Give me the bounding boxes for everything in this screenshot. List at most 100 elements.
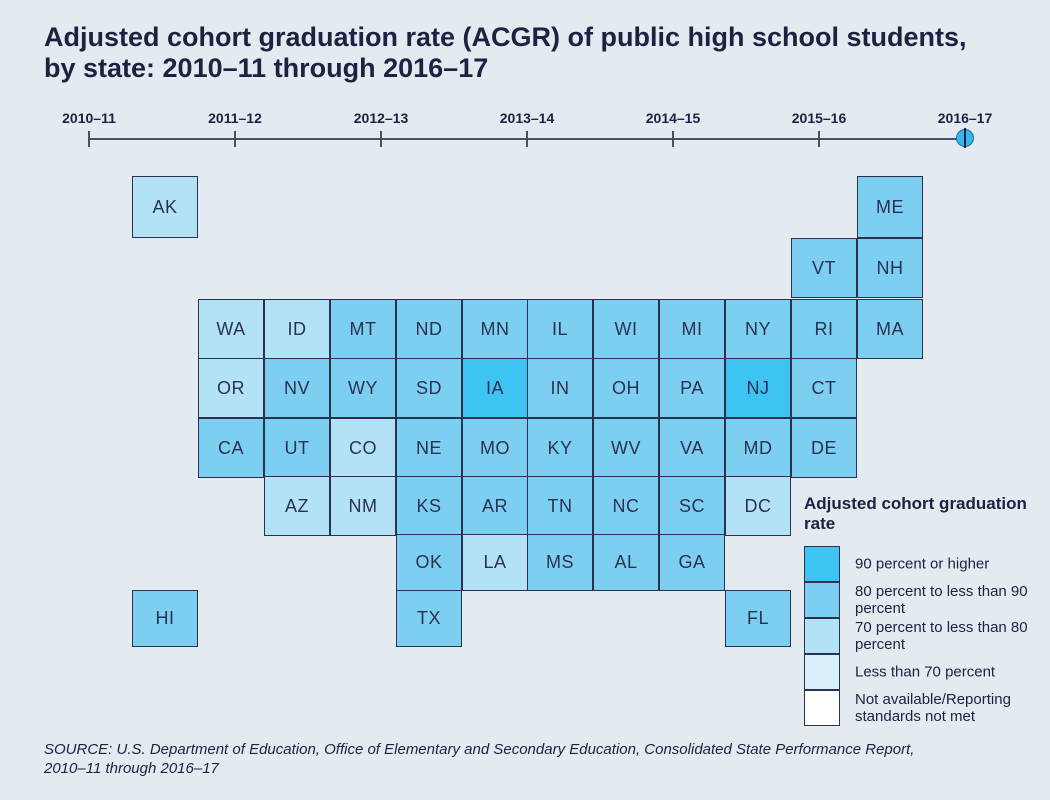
state-tile-sd[interactable]: SD [396,358,462,418]
state-label: IL [551,318,568,339]
state-label: AZ [284,495,309,516]
state-tile-ar[interactable]: AR [462,476,528,536]
timeline-tick[interactable] [672,131,674,147]
state-label: NY [744,318,771,339]
state-tile-wy[interactable]: WY [330,358,396,418]
state-label: OK [415,552,443,572]
state-label: IN [550,377,570,398]
state-label: MD [743,437,773,458]
state-label: ID [287,318,307,339]
state-tile-nv[interactable]: NV [264,358,330,418]
state-label: CO [349,437,377,458]
state-label: DC [744,495,772,516]
state-label: OR [217,377,245,398]
state-tile-il[interactable]: IL [527,299,593,359]
state-tile-wv[interactable]: WV [593,418,659,478]
state-tile-ms[interactable]: MS [527,534,593,591]
state-tile-nc[interactable]: NC [593,476,659,536]
state-tile-nm[interactable]: NM [330,476,396,536]
state-label: RI [814,318,834,339]
state-label: TX [416,608,441,628]
state-tile-wa[interactable]: WA [198,299,264,359]
state-label: CT [811,377,837,398]
state-tile-ct[interactable]: CT [791,358,857,418]
state-tile-hi[interactable]: HI [132,590,198,647]
state-tile-nd[interactable]: ND [396,299,462,359]
timeline-year-label[interactable]: 2010–11 [62,110,116,126]
state-tile-ky[interactable]: KY [527,418,593,478]
state-tile-oh[interactable]: OH [593,358,659,418]
state-label: MA [876,318,904,339]
state-label: ME [876,196,904,217]
state-tile-md[interactable]: MD [725,418,791,478]
state-label: CA [217,437,244,458]
state-tile-tx[interactable]: TX [396,590,462,647]
state-tile-la[interactable]: LA [462,534,528,591]
year-timeline[interactable]: 2010–11 2011–12 2012–13 2013–14 2014–15 2015–… [0,100,1050,160]
state-tile-ak[interactable]: AK [132,176,198,238]
state-tile-ia[interactable]: IA [462,358,528,418]
chart-title: Adjusted cohort graduation rate (ACGR) o… [44,22,967,83]
timeline-handle[interactable] [956,128,974,148]
state-tile-fl[interactable]: FL [725,590,791,647]
state-label: KY [547,437,573,458]
state-label: TN [547,495,573,516]
state-tile-tn[interactable]: TN [527,476,593,536]
state-tile-ne[interactable]: NE [396,418,462,478]
legend-swatch [804,582,840,618]
legend-swatch [804,690,840,726]
state-tile-az[interactable]: AZ [264,476,330,536]
state-label: OH [612,377,640,398]
state-tile-pa[interactable]: PA [659,358,725,418]
state-tile-ks[interactable]: KS [396,476,462,536]
state-tile-mn[interactable]: MN [462,299,528,359]
timeline-tick[interactable] [234,131,236,147]
state-tile-id[interactable]: ID [264,299,330,359]
state-tile-me[interactable]: ME [857,176,923,238]
state-tile-or[interactable]: OR [198,358,264,418]
timeline-tick[interactable] [818,131,820,147]
legend-label: 70 percent to less than 80 percent [855,619,1028,653]
timeline-year-label[interactable]: 2014–15 [645,110,701,126]
timeline-year-label[interactable]: 2015–16 [791,110,847,126]
state-tile-de[interactable]: DE [791,418,857,478]
state-tile-ca[interactable]: CA [198,418,264,478]
timeline-year-label[interactable]: 2013–14 [499,110,555,126]
state-tile-sc[interactable]: SC [659,476,725,536]
legend-swatch [804,654,840,690]
timeline-year-label[interactable]: 2016–17 [937,110,993,126]
state-tile-mo[interactable]: MO [462,418,528,478]
timeline-year-label[interactable]: 2011–12 [208,110,262,126]
state-tile-nj[interactable]: NJ [725,358,791,418]
state-label: VA [680,437,704,458]
state-tile-co[interactable]: CO [330,418,396,478]
timeline-year-label[interactable]: 2012–13 [353,110,409,126]
state-tile-ok[interactable]: OK [396,534,462,591]
state-tile-ri[interactable]: RI [791,299,857,359]
state-label: NJ [746,377,770,398]
state-tile-nh[interactable]: NH [857,238,923,298]
timeline-tick[interactable] [380,131,382,147]
legend-label: 90 percent or higher [855,555,990,573]
state-tile-va[interactable]: VA [659,418,725,478]
state-tile-mi[interactable]: MI [659,299,725,359]
state-tile-dc[interactable]: DC [725,476,791,536]
timeline-tick[interactable] [526,131,528,147]
state-tile-ma[interactable]: MA [857,299,923,359]
state-tile-in[interactable]: IN [527,358,593,418]
state-tile-ut[interactable]: UT [264,418,330,478]
state-tile-ga[interactable]: GA [659,534,725,591]
state-label: HI [155,608,175,628]
state-label: MS [546,552,574,572]
state-tile-mt[interactable]: MT [330,299,396,359]
state-tile-ny[interactable]: NY [725,299,791,359]
timeline-tick[interactable] [88,131,90,147]
state-tile-al[interactable]: AL [593,534,659,591]
legend-item: 80 percent to less than 90 percent [804,582,1044,618]
state-tile-vt[interactable]: VT [791,238,857,298]
state-label: MN [480,318,510,339]
state-label: NM [348,495,378,516]
state-label: KS [416,495,442,516]
state-tile-wi[interactable]: WI [593,299,659,359]
